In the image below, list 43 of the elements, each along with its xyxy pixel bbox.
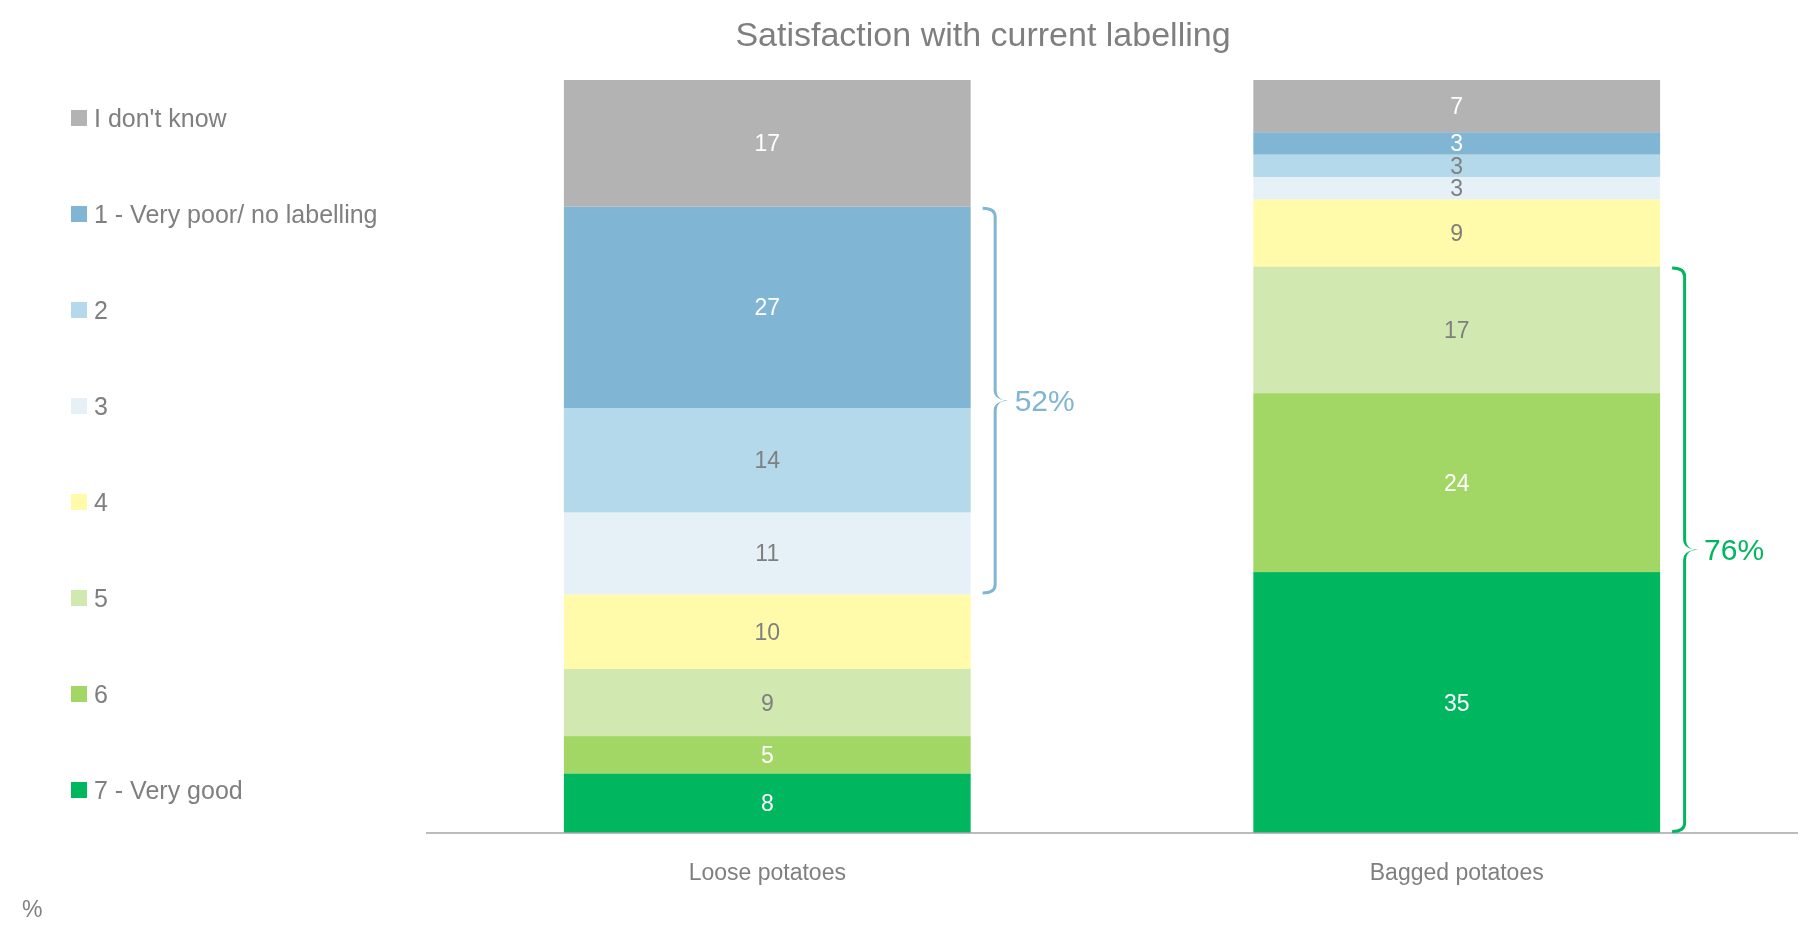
bar — [1253, 154, 1661, 177]
legend-label: 1 - Very poor/ no labelling — [94, 199, 378, 228]
data-label: 9 — [1450, 219, 1464, 246]
x-tick-label: Bagged potatoes — [1369, 859, 1544, 885]
bar — [1253, 572, 1661, 833]
bar — [1253, 80, 1661, 133]
bar — [1253, 176, 1661, 200]
data-label: 8 — [760, 790, 774, 817]
bar — [563, 80, 971, 207]
bar — [563, 206, 971, 409]
legend-label: 4 — [94, 487, 108, 516]
annotation: 76% — [1704, 533, 1765, 567]
bar — [563, 512, 971, 595]
bar — [563, 668, 971, 737]
legend-label: 3 — [94, 391, 108, 420]
data-label: 11 — [755, 540, 780, 567]
data-label: 17 — [754, 130, 781, 157]
bar — [563, 773, 971, 833]
data-label: 9 — [760, 689, 774, 716]
legend-label: 7 - Very good — [94, 775, 243, 804]
chart-title: Satisfaction with current labelling — [735, 15, 1231, 53]
data-label: 5 — [760, 741, 774, 768]
data-label: 14 — [754, 447, 781, 474]
bar — [563, 594, 971, 669]
bar — [1253, 266, 1661, 394]
data-label: 17 — [1443, 316, 1470, 343]
legend-label: 2 — [94, 295, 108, 324]
data-label: 7 — [1450, 93, 1464, 120]
bar — [1253, 132, 1661, 155]
bar — [1253, 199, 1661, 267]
annotation: 52% — [1014, 384, 1075, 418]
legend-label: 5 — [94, 583, 108, 612]
bar — [563, 736, 971, 774]
data-label: 35 — [1443, 689, 1470, 716]
text: % — [22, 896, 43, 922]
data-label: 24 — [1443, 469, 1470, 496]
legend-label: I don't know — [94, 103, 228, 132]
data-label: 10 — [754, 618, 781, 645]
data-label: 27 — [754, 294, 781, 321]
bar — [1253, 393, 1661, 573]
legend-label: 6 — [94, 679, 108, 708]
bar — [563, 408, 971, 513]
x-tick-label: Loose potatoes — [688, 859, 846, 885]
